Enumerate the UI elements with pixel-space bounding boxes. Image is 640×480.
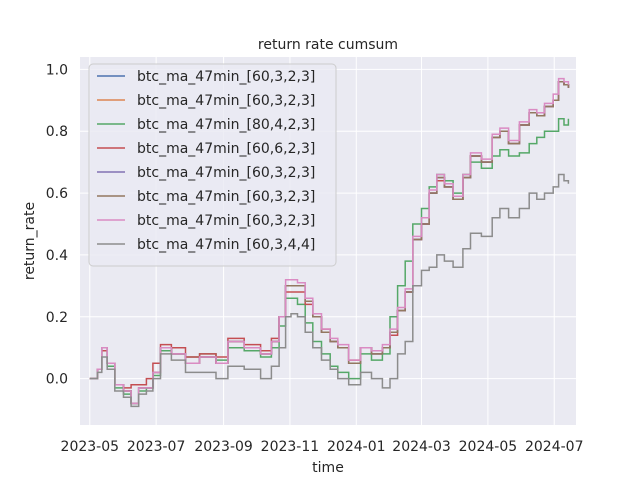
y-axis-label: return_rate: [22, 202, 38, 280]
x-tick-label: 2024-05: [459, 439, 518, 455]
lines-layer: [89, 77, 570, 408]
y-tick-label: 1.0: [46, 62, 68, 78]
legend: btc_ma_47min_[60,3,2,3] btc_ma_47min_[60,…: [88, 63, 337, 267]
legend-label: btc_ma_47min_[60,3,2,3]: [137, 165, 315, 181]
y-tick-label: 0.0: [46, 372, 68, 388]
x-tick-label: 2024-03: [392, 439, 451, 455]
legend-label: btc_ma_47min_[60,3,2,3]: [137, 93, 315, 109]
legend-label: btc_ma_47min_[60,3,2,3]: [137, 69, 315, 85]
x-tick-label: 2023-05: [61, 439, 120, 455]
series-line-7: [89, 77, 570, 405]
y-tick-label: 0.2: [46, 310, 68, 326]
legend-label: btc_ma_47min_[60,3,4,4]: [137, 237, 315, 253]
series-line-8: [89, 173, 570, 408]
legend-label: btc_ma_47min_[60,6,2,3]: [137, 141, 315, 157]
x-tick-label: 2023-09: [194, 439, 253, 455]
x-tick-labels: 2023-05 2023-07 2023-09 2023-11 2024-01 2024-…: [61, 439, 584, 455]
y-tick-label: 0.8: [46, 124, 68, 140]
y-tick-labels: 0.0 0.2 0.4 0.6 0.8 1.0: [46, 62, 68, 387]
x-axis-label: time: [312, 460, 344, 476]
legend-label: btc_ma_47min_[60,3,2,3]: [137, 213, 315, 229]
x-tick-label: 2024-01: [327, 439, 386, 455]
y-tick-label: 0.6: [46, 186, 68, 202]
legend-label: btc_ma_47min_[80,4,2,3]: [137, 117, 315, 133]
legend-label: btc_ma_47min_[60,3,2,3]: [137, 189, 315, 205]
x-tick-label: 2024-07: [525, 439, 584, 455]
y-tick-label: 0.4: [46, 248, 68, 264]
x-tick-label: 2023-07: [127, 439, 186, 455]
legend-box: [88, 63, 337, 267]
chart-title: return rate cumsum: [258, 37, 398, 53]
x-tick-label: 2023-11: [261, 439, 320, 455]
